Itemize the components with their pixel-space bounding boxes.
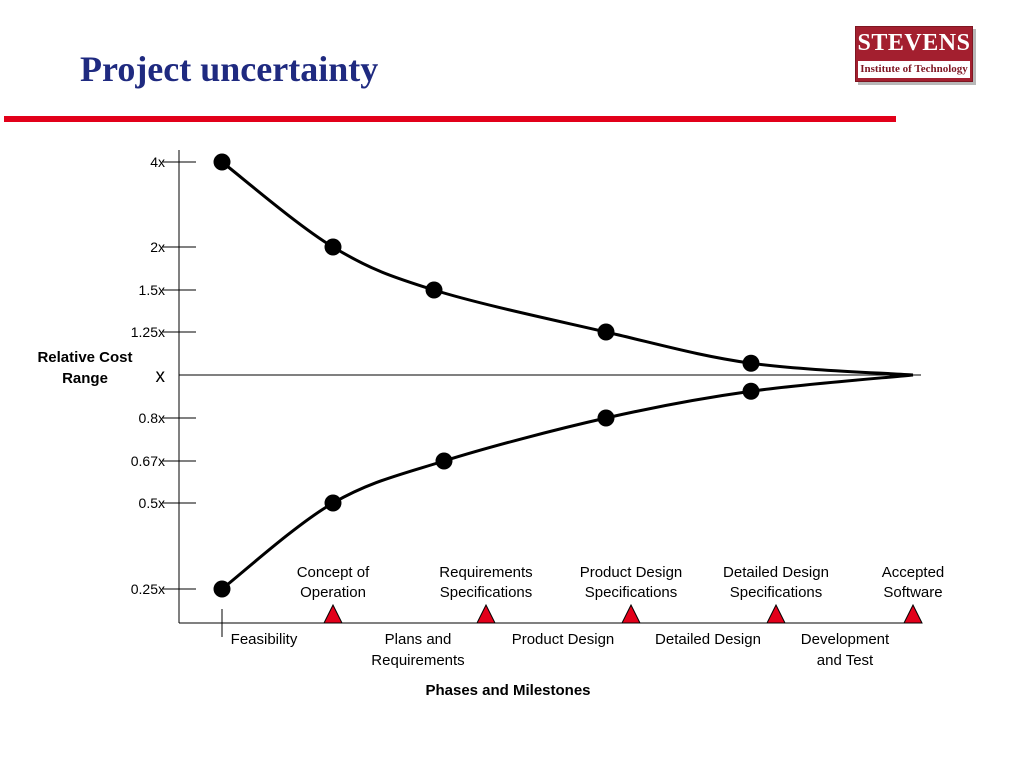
data-point-s1-3 xyxy=(597,409,615,427)
phase-label-1-1: Requirements xyxy=(371,652,464,669)
data-point-s1-1 xyxy=(324,494,342,512)
milestone-triangle-0 xyxy=(323,603,343,624)
y-tick-label-0: 4x xyxy=(150,154,165,170)
y-tick-label-5: 0.8x xyxy=(139,410,165,426)
milestone-label-3-0: Detailed Design xyxy=(723,564,829,581)
milestone-triangle-1 xyxy=(476,603,496,624)
y-axis-label-line-2: Range xyxy=(62,370,108,387)
y-axis-label-line-1: Relative Cost xyxy=(37,349,132,366)
page-title: Project uncertainty xyxy=(80,49,379,89)
y-tick-label-1: 2x xyxy=(150,239,165,255)
milestone-markers: Concept of Operation Requirements Specifica… xyxy=(297,564,945,624)
logo-main-text: STEVENS xyxy=(857,30,971,56)
milestone-label-2-1: Specifications xyxy=(585,584,678,601)
data-point-s1-2 xyxy=(435,452,453,470)
phase-label-4-1: and Test xyxy=(817,652,874,669)
milestone-triangle-3 xyxy=(766,603,786,624)
phase-label-0-0: Feasibility xyxy=(231,631,298,648)
phase-label-1-0: Plans and xyxy=(385,631,452,648)
milestone-label-2-0: Product Design xyxy=(580,564,683,581)
curve-series-0 xyxy=(221,160,914,377)
data-point-s0-1 xyxy=(324,238,342,256)
y-tick-label-4: x xyxy=(156,366,166,387)
milestone-triangle-2 xyxy=(621,603,641,624)
stevens-logo: STEVENS Institute of Technology xyxy=(855,26,973,82)
curve-series-1 xyxy=(221,373,914,591)
y-tick-label-3: 1.25x xyxy=(131,324,165,340)
chart-axes xyxy=(178,150,921,637)
milestone-label-0-0: Concept of xyxy=(297,564,370,581)
milestone-triangle-4 xyxy=(903,603,923,624)
milestone-label-4-1: Software xyxy=(883,584,942,601)
data-point-s0-4 xyxy=(742,354,760,372)
chart-curves xyxy=(221,160,914,591)
milestone-label-1-0: Requirements xyxy=(439,564,532,581)
phase-labels: Feasibility Plans and Requirements Product … xyxy=(231,631,890,669)
milestone-label-0-1: Operation xyxy=(300,584,366,601)
phase-label-2-0: Product Design xyxy=(512,631,615,648)
milestone-label-1-1: Specifications xyxy=(440,584,533,601)
y-tick-label-6: 0.67x xyxy=(131,453,165,469)
data-point-s0-2 xyxy=(425,281,443,299)
logo-sub-text: Institute of Technology xyxy=(858,61,970,78)
phase-label-3-0: Detailed Design xyxy=(655,631,761,648)
phase-label-4-0: Development xyxy=(801,631,890,648)
data-point-s0-3 xyxy=(597,323,615,341)
y-tick-label-2: 1.5x xyxy=(139,282,165,298)
x-axis-label: Phases and Milestones xyxy=(425,682,590,699)
y-tick-label-8: 0.25x xyxy=(131,581,165,597)
title-underline xyxy=(4,116,896,122)
y-axis-ticks: 4x 2x 1.5x 1.25x x 0.8x 0.67x 0.5x 0.25x xyxy=(131,154,196,597)
data-point-s1-0 xyxy=(213,580,231,598)
milestone-label-3-1: Specifications xyxy=(730,584,823,601)
milestone-label-4-0: Accepted xyxy=(882,564,945,581)
data-point-s1-4 xyxy=(742,382,760,400)
chart-points xyxy=(213,153,760,598)
y-tick-label-7: 0.5x xyxy=(139,495,165,511)
data-point-s0-0 xyxy=(213,153,231,171)
